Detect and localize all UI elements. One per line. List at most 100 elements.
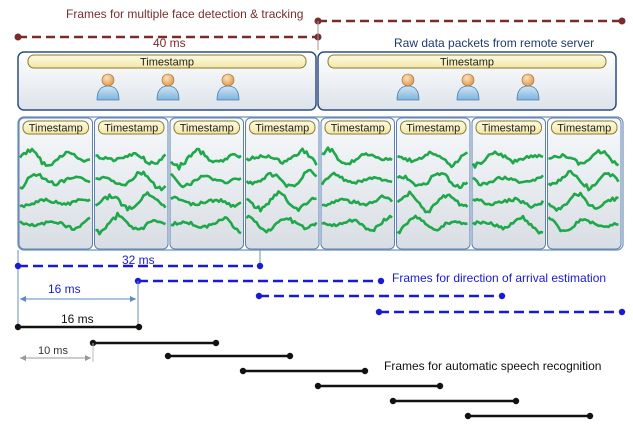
waveform-channel: [547, 216, 619, 233]
face-frames-track: [14, 17, 626, 50]
person-icon: [156, 73, 180, 101]
segment-timestamp-bar: [551, 120, 618, 135]
waveform-channel: [472, 214, 544, 235]
frame-endpoint-dot: [14, 323, 22, 331]
waveform-channel: [548, 149, 620, 167]
waveform-channel: [95, 152, 167, 166]
waveform-channel: [396, 171, 469, 190]
frame-endpoint-dot: [239, 367, 247, 375]
frame-endpoint-dot: [586, 412, 594, 420]
waveform-channel: [472, 174, 544, 187]
person-head: [101, 73, 115, 87]
segment-timestamp-label: Timestamp: [104, 123, 158, 135]
waveform-channel: [396, 214, 468, 235]
audio-segments: Timestamp Timestamp Timestamp Timestamp Time…: [17, 116, 624, 270]
audio-block-outline: [17, 116, 624, 251]
face-frames-title: Frames for multiple face detection & tra…: [66, 7, 303, 21]
frame-endpoint-dot: [464, 412, 472, 420]
waveform-channel: [19, 197, 91, 209]
segment-timestamp-label: Timestamp: [29, 123, 83, 135]
waveform-channel: [18, 147, 91, 167]
arrowhead: [20, 296, 26, 302]
waveform-channel: [245, 147, 318, 166]
segment-timestamp-bar: [400, 120, 467, 135]
person-icon: [396, 73, 420, 101]
frame-endpoint-dot: [618, 17, 626, 25]
frame-endpoint-dot: [618, 308, 626, 316]
segment-timestamp-bar: [22, 120, 89, 135]
person-head: [461, 73, 475, 87]
doa-frame-duration-label: 32 ms: [122, 253, 155, 267]
waveform-channel: [245, 190, 317, 213]
segment-timestamp-label: Timestamp: [331, 123, 385, 135]
waveform-channel: [170, 216, 242, 235]
packet-timestamp-label: Timestamp: [440, 57, 494, 69]
packet-timestamp-label: Timestamp: [140, 57, 194, 69]
asr-frames-label: Frames for automatic speech recognition: [384, 359, 601, 373]
frame-endpoint-dot: [361, 367, 369, 375]
waveform-channel: [170, 172, 242, 189]
waveform-channel: [245, 168, 318, 188]
frame-endpoint-dot: [164, 352, 172, 360]
frame-endpoint-dot: [498, 292, 506, 300]
waveform-channel: [396, 190, 469, 214]
doa-frames-label: Frames for direction of arrival estimati…: [392, 271, 606, 285]
segment-timestamp-label: Timestamp: [406, 123, 460, 135]
frame-endpoint-dot: [314, 382, 322, 390]
frame-endpoint-dot: [135, 323, 143, 331]
packets-label: Raw data packets from remote server: [394, 36, 594, 50]
person-icon: [456, 73, 480, 101]
waveform-channel: [170, 147, 242, 171]
arrowhead: [20, 355, 26, 361]
asr-frames: [14, 323, 594, 420]
frame-endpoint-dot: [512, 397, 520, 405]
frame-endpoint-dot: [286, 352, 294, 360]
waveform-channel: [471, 150, 544, 169]
frame-endpoint-dot: [256, 262, 264, 270]
audio-segment: [169, 117, 244, 250]
audio-segment: [320, 117, 395, 250]
frame-endpoint-dot: [14, 262, 22, 270]
segment-timestamp-label: Timestamp: [482, 123, 536, 135]
segment-timestamp-label: Timestamp: [557, 123, 611, 135]
frame-endpoint-dot: [436, 382, 444, 390]
audio-segment: [245, 117, 320, 250]
waveform-channel: [321, 194, 394, 208]
frame-endpoint-dot: [255, 292, 263, 300]
doa-hop-label: 16 ms: [48, 282, 81, 296]
waveform-channel: [321, 214, 393, 233]
arrowhead: [85, 355, 91, 361]
packet-timestamp-bar: [27, 54, 307, 69]
doa-frames: [14, 262, 626, 326]
segment-timestamp-label: Timestamp: [255, 123, 309, 135]
audio-segment: [18, 117, 93, 250]
asr-hop-label: 10 ms: [38, 345, 68, 357]
frame-endpoint-dot: [389, 397, 397, 405]
frame-endpoint-dot: [14, 33, 22, 41]
packet-timestamp-bar: [327, 54, 607, 69]
segment-timestamp-bar: [475, 120, 542, 135]
face-frame-duration-label: 40 ms: [153, 36, 186, 50]
waveform-channel: [321, 146, 393, 166]
audio-segment: [547, 117, 622, 250]
person-head: [221, 73, 235, 87]
waveform-channel: [320, 171, 393, 186]
person-head: [161, 73, 175, 87]
waveform-channel: [19, 172, 91, 190]
segment-timestamp-bar: [173, 120, 240, 135]
segment-timestamp-label: Timestamp: [180, 123, 234, 135]
arrowhead: [130, 296, 136, 302]
frame-endpoint-dot: [375, 308, 383, 316]
segment-timestamp-bar: [249, 120, 316, 135]
frame-endpoint-dot: [212, 339, 220, 347]
segment-timestamp-bar: [98, 120, 165, 135]
segment-timestamp-bar: [324, 120, 391, 135]
waveform-channel: [19, 216, 91, 231]
asr-frame-duration-label: 16 ms: [61, 312, 94, 326]
person-icon: [516, 73, 540, 101]
audio-segment: [94, 117, 169, 250]
person-head: [401, 73, 415, 87]
waveform-channel: [397, 150, 469, 169]
person-head: [521, 73, 535, 87]
